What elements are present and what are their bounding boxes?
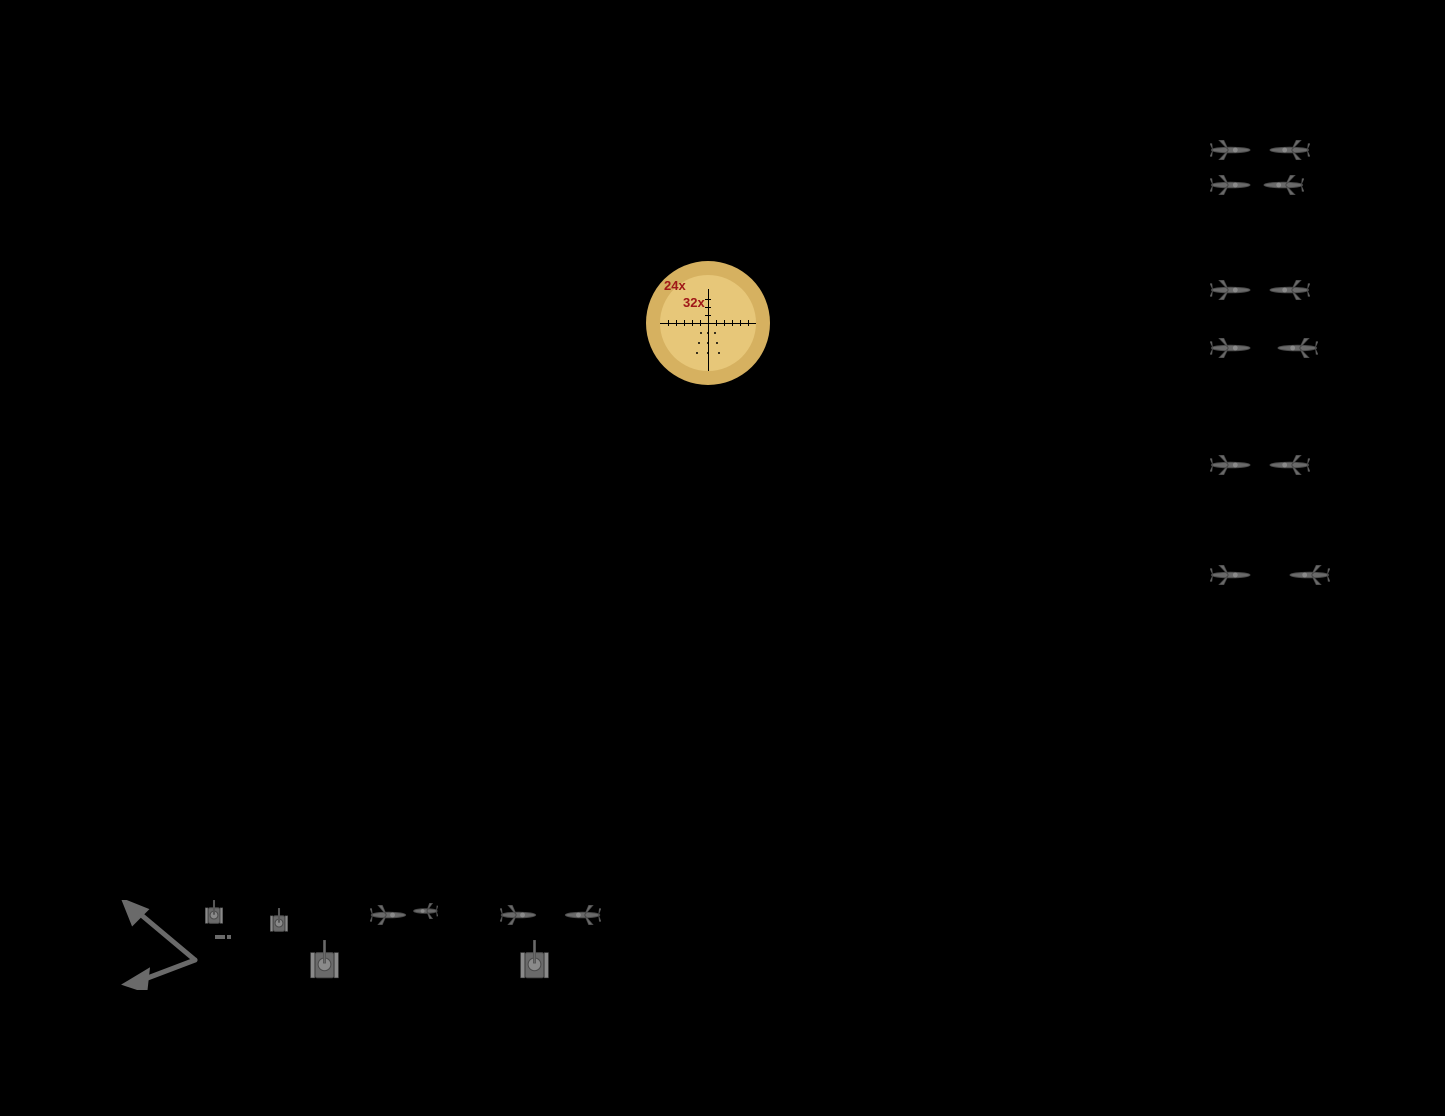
aircraft-icon bbox=[1264, 280, 1310, 300]
direction-arrows-icon bbox=[115, 900, 215, 995]
reticle-tick bbox=[724, 320, 725, 326]
reticle-dot bbox=[714, 332, 716, 334]
aircraft-icon bbox=[1210, 280, 1256, 300]
tank-icon bbox=[270, 908, 288, 934]
reticle-dot bbox=[707, 332, 709, 334]
reticle-dot bbox=[707, 342, 709, 344]
aircraft-icon bbox=[1210, 565, 1256, 585]
reticle-tick bbox=[700, 320, 701, 326]
reticle-tick bbox=[748, 320, 749, 326]
scene-canvas: 24x32x bbox=[0, 0, 1445, 1116]
aircraft-icon bbox=[1264, 140, 1310, 160]
reticle-tick bbox=[705, 299, 711, 300]
aircraft-icon bbox=[1210, 338, 1256, 358]
aircraft-icon bbox=[1210, 175, 1256, 195]
ground-marker-icon bbox=[215, 932, 231, 942]
reticle-tick bbox=[716, 320, 717, 326]
reticle-dot bbox=[698, 342, 700, 344]
reticle-dot bbox=[716, 342, 718, 344]
reticle-tick bbox=[705, 307, 711, 308]
aircraft-icon bbox=[370, 905, 411, 925]
aircraft-icon bbox=[1264, 455, 1310, 475]
aircraft-icon bbox=[1210, 455, 1256, 475]
reticle-dot bbox=[707, 352, 709, 354]
reticle-tick bbox=[740, 320, 741, 326]
reticle-tick bbox=[668, 320, 669, 326]
aircraft-icon bbox=[1258, 175, 1304, 195]
reticle-vertical bbox=[708, 289, 709, 371]
reticle-dot bbox=[700, 332, 702, 334]
reticle-tick bbox=[684, 320, 685, 326]
aircraft-icon bbox=[1284, 565, 1330, 585]
tank-icon bbox=[205, 900, 223, 926]
reticle-tick bbox=[692, 320, 693, 326]
tank-icon bbox=[310, 940, 339, 982]
aircraft-icon bbox=[500, 905, 541, 925]
reticle-tick bbox=[705, 315, 711, 316]
aircraft-icon bbox=[1272, 338, 1318, 358]
reticle-dot bbox=[718, 352, 720, 354]
aircraft-icon bbox=[410, 903, 438, 919]
reticle-tick bbox=[676, 320, 677, 326]
aircraft-icon bbox=[1210, 140, 1256, 160]
aircraft-icon bbox=[560, 905, 601, 925]
reticle-dot bbox=[696, 352, 698, 354]
zoom-level-label: 32x bbox=[683, 295, 705, 310]
reticle-tick bbox=[732, 320, 733, 326]
tank-icon bbox=[520, 940, 549, 982]
zoom-level-label: 24x bbox=[664, 278, 686, 293]
